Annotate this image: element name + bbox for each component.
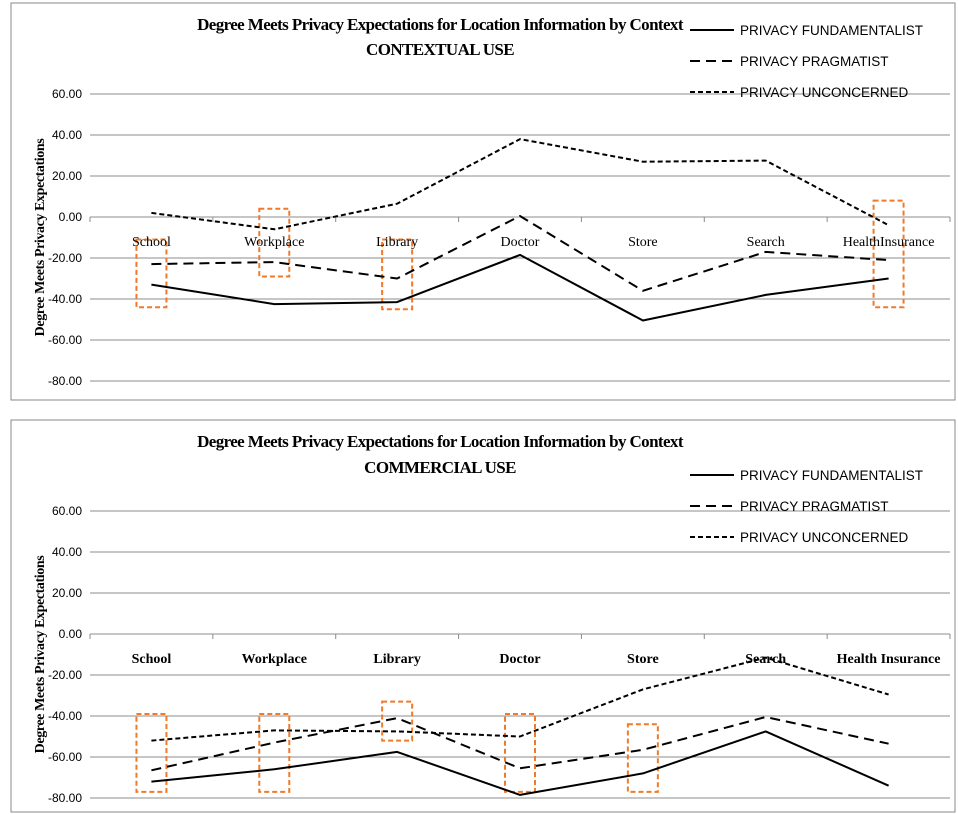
y-tick-label: 40.00: [52, 545, 82, 559]
chart-frame: [10, 419, 956, 813]
highlight-box-school: [135, 712, 168, 793]
y-tick-label: -80.00: [48, 374, 82, 388]
category-label: Library: [376, 235, 418, 250]
category-label: Library: [373, 652, 420, 667]
chart-subtitle: CONTEXTUAL USE: [366, 40, 514, 59]
y-tick-label: -60.00: [48, 750, 82, 764]
category-label: Health Insurance: [837, 652, 941, 667]
y-tick-label: 60.00: [52, 504, 82, 518]
highlight-box-healthinsurance: [872, 199, 905, 309]
category-label: School: [132, 652, 172, 667]
legend-label: PRIVACY PRAGMATIST: [740, 499, 889, 514]
highlight-box-store: [626, 723, 659, 793]
category-label: School: [132, 235, 171, 250]
commercial-use-chart-svg: Degree Meets Privacy Expectations for Lo…: [10, 419, 956, 813]
highlight-box-school: [135, 238, 168, 309]
highlight-box-workplace: [258, 712, 291, 793]
legend-label: PRIVACY PRAGMATIST: [740, 54, 889, 69]
legend-label: PRIVACY UNCONCERNED: [740, 85, 909, 100]
y-tick-label: -20.00: [48, 668, 82, 682]
y-tick-label: 20.00: [52, 169, 82, 183]
series-line-privacy-unconcerned: [151, 656, 889, 742]
y-tick-label: 60.00: [52, 87, 82, 101]
highlight-box-library: [381, 700, 414, 742]
legend-label: PRIVACY UNCONCERNED: [740, 530, 909, 545]
y-tick-label: 20.00: [52, 586, 82, 600]
category-label: Doctor: [499, 652, 540, 667]
highlight-box-doctor: [504, 712, 536, 793]
category-label: Store: [627, 652, 659, 667]
highlight-box-workplace: [258, 207, 291, 278]
chart-subtitle: COMMERCIAL USE: [364, 458, 516, 477]
contextual-use-chart: Degree Meets Privacy Expectations for Lo…: [0, 0, 958, 402]
chart-frame: [10, 2, 956, 401]
category-label: HealthInsurance: [843, 235, 935, 250]
y-axis-label: Degree Meets Privacy Expectations: [33, 138, 48, 337]
y-tick-label: 40.00: [52, 128, 82, 142]
contextual-use-chart-svg: Degree Meets Privacy Expectations for Lo…: [10, 2, 956, 401]
series-line-privacy-pragmatist: [151, 215, 889, 292]
y-tick-label: -40.00: [48, 709, 82, 723]
y-tick-label: 0.00: [59, 627, 83, 641]
y-tick-label: -80.00: [48, 791, 82, 805]
series-line-privacy-unconcerned: [151, 138, 890, 231]
chart-title: Degree Meets Privacy Expectations for Lo…: [197, 15, 684, 34]
commercial-use-chart: Degree Meets Privacy Expectations for Lo…: [0, 418, 958, 814]
y-tick-label: -40.00: [48, 292, 82, 306]
legend-label: PRIVACY FUNDAMENTALIST: [740, 23, 923, 38]
highlight-box-library: [381, 238, 414, 311]
category-label: Doctor: [501, 235, 540, 250]
y-tick-label: -20.00: [48, 251, 82, 265]
category-label: Workplace: [244, 235, 304, 250]
y-axis-label: Degree Meets Privacy Expectations: [33, 555, 48, 754]
category-label: Workplace: [242, 652, 307, 667]
category-label: Store: [628, 235, 658, 250]
legend-label: PRIVACY FUNDAMENTALIST: [740, 468, 923, 483]
category-label: Search: [747, 235, 785, 250]
series-line-privacy-fundamentalist: [151, 253, 889, 322]
category-label: Search: [745, 652, 786, 667]
chart-title: Degree Meets Privacy Expectations for Lo…: [197, 432, 684, 451]
series-line-privacy-fundamentalist: [151, 730, 890, 796]
y-tick-label: -60.00: [48, 333, 82, 347]
y-tick-label: 0.00: [59, 210, 83, 224]
